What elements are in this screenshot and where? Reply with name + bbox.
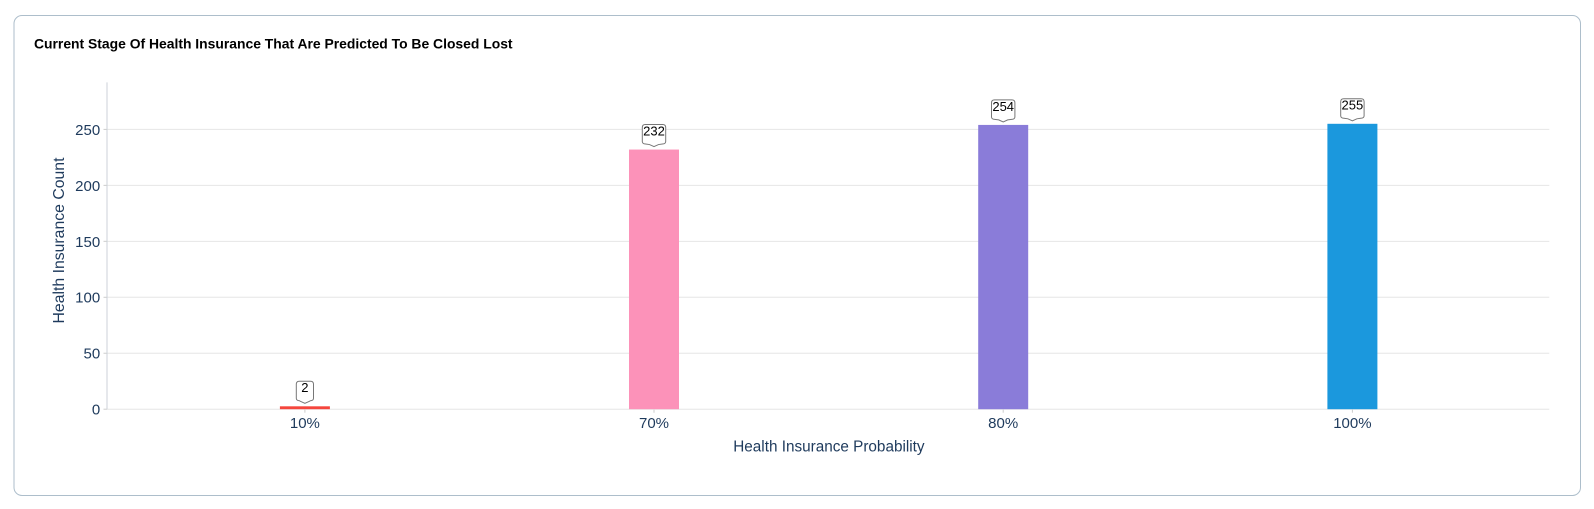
svg-text:2: 2 <box>301 380 308 395</box>
svg-text:254: 254 <box>992 99 1014 114</box>
svg-text:255: 255 <box>1342 98 1364 113</box>
svg-text:70%: 70% <box>639 415 669 432</box>
svg-text:100: 100 <box>75 290 100 307</box>
svg-text:100%: 100% <box>1333 415 1371 432</box>
svg-text:150: 150 <box>75 234 100 251</box>
svg-text:Health Insurance Count: Health Insurance Count <box>51 157 68 324</box>
svg-text:Current Stage Of Health Insura: Current Stage Of Health Insurance That A… <box>34 36 513 52</box>
svg-text:250: 250 <box>75 122 100 139</box>
svg-text:Health Insurance Probability: Health Insurance Probability <box>733 438 925 455</box>
svg-text:50: 50 <box>84 346 101 363</box>
svg-text:232: 232 <box>643 123 665 138</box>
svg-text:200: 200 <box>75 178 100 195</box>
svg-text:80%: 80% <box>988 415 1018 432</box>
svg-text:10%: 10% <box>290 415 320 432</box>
svg-text:0: 0 <box>92 402 100 419</box>
